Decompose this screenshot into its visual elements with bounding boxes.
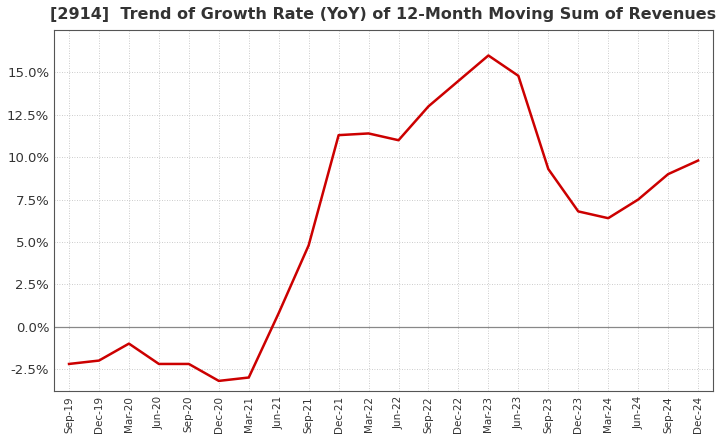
Title: [2914]  Trend of Growth Rate (YoY) of 12-Month Moving Sum of Revenues: [2914] Trend of Growth Rate (YoY) of 12-… [50, 7, 716, 22]
